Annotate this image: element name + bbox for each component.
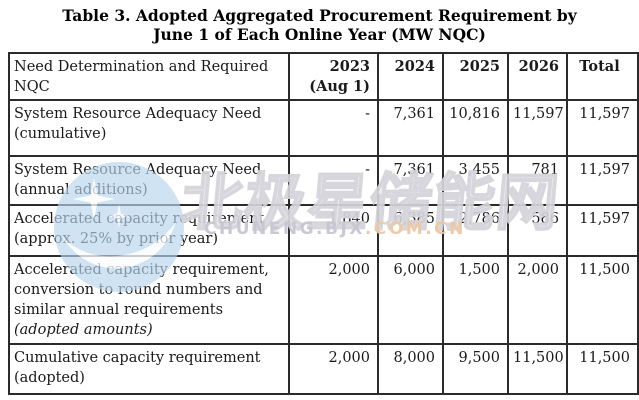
cell-value: 7,361	[377, 99, 444, 157]
table-row-accelerated-rounded: Accelerated capacity requirement, conver…	[8, 255, 639, 345]
row-label: Accelerated capacity requirement (approx…	[8, 204, 290, 257]
cell-value: -	[288, 155, 379, 206]
cell-value: 11,500	[566, 343, 639, 395]
header-total: Total	[566, 52, 639, 101]
cell-value: 3,455	[442, 155, 509, 206]
row-label-text: Accelerated capacity requirement, conver…	[14, 262, 269, 318]
header-2024: 2024	[377, 52, 444, 101]
header-2023-aug1: (Aug 1)	[309, 78, 370, 95]
cell-value: 2,000	[288, 255, 379, 345]
cell-value: 2,000	[288, 343, 379, 395]
header-2023: 2023 (Aug 1)	[288, 52, 379, 101]
cell-value: -	[288, 99, 379, 157]
header-2026: 2026	[507, 52, 568, 101]
header-row: Need Determination and Required NQC 2023…	[8, 52, 639, 101]
cell-value: 7,361	[377, 155, 444, 206]
table-row-accelerated-approx: Accelerated capacity requirement (approx…	[8, 204, 639, 257]
cell-value: 11,597	[566, 204, 639, 257]
table-row-cumulative-adopted: Cumulative capacity requirement (adopted…	[8, 343, 639, 395]
header-2023-year: 2023	[329, 58, 370, 75]
cell-value: 11,500	[566, 255, 639, 345]
cell-value: 10,816	[442, 99, 509, 157]
row-label: System Resource Adequacy Need (cumulativ…	[8, 99, 290, 157]
cell-value: 11,597	[566, 155, 639, 206]
cell-value: 8,000	[377, 343, 444, 395]
cell-value: 2,000	[507, 255, 568, 345]
row-label: Cumulative capacity requirement (adopted…	[8, 343, 290, 395]
row-label-italic: (adopted amounts)	[14, 322, 153, 338]
header-need-determination: Need Determination and Required NQC	[8, 52, 290, 101]
header-need-line1: Need Determination and Required	[14, 59, 269, 75]
procurement-requirement-table: Need Determination and Required NQC 2023…	[8, 52, 639, 395]
table-title-line2: June 1 of Each Online Year (MW NQC)	[153, 24, 486, 44]
table-title: Table 3. Adopted Aggregated Procurement …	[0, 6, 639, 44]
table-row-sra-annual: System Resource Adequacy Need (annual ad…	[8, 155, 639, 206]
row-label: System Resource Adequacy Need (annual ad…	[8, 155, 290, 206]
cell-value: 586	[507, 204, 568, 257]
cell-value: 1,500	[442, 255, 509, 345]
cell-value: 781	[507, 155, 568, 206]
header-need-line2: NQC	[14, 79, 50, 95]
cell-value: 1,840	[288, 204, 379, 257]
cell-value: 2,786	[442, 204, 509, 257]
row-label: Accelerated capacity requirement, conver…	[8, 255, 290, 345]
cell-value: 6,000	[377, 255, 444, 345]
table-title-line1: Table 3. Adopted Aggregated Procurement …	[62, 6, 577, 25]
header-2025: 2025	[442, 52, 509, 101]
cell-value: 11,597	[507, 99, 568, 157]
cell-value: 9,500	[442, 343, 509, 395]
cell-value: 6,385	[377, 204, 444, 257]
cell-value: 11,597	[566, 99, 639, 157]
cell-value: 11,500	[507, 343, 568, 395]
table-row-sra-cumulative: System Resource Adequacy Need (cumulativ…	[8, 99, 639, 157]
